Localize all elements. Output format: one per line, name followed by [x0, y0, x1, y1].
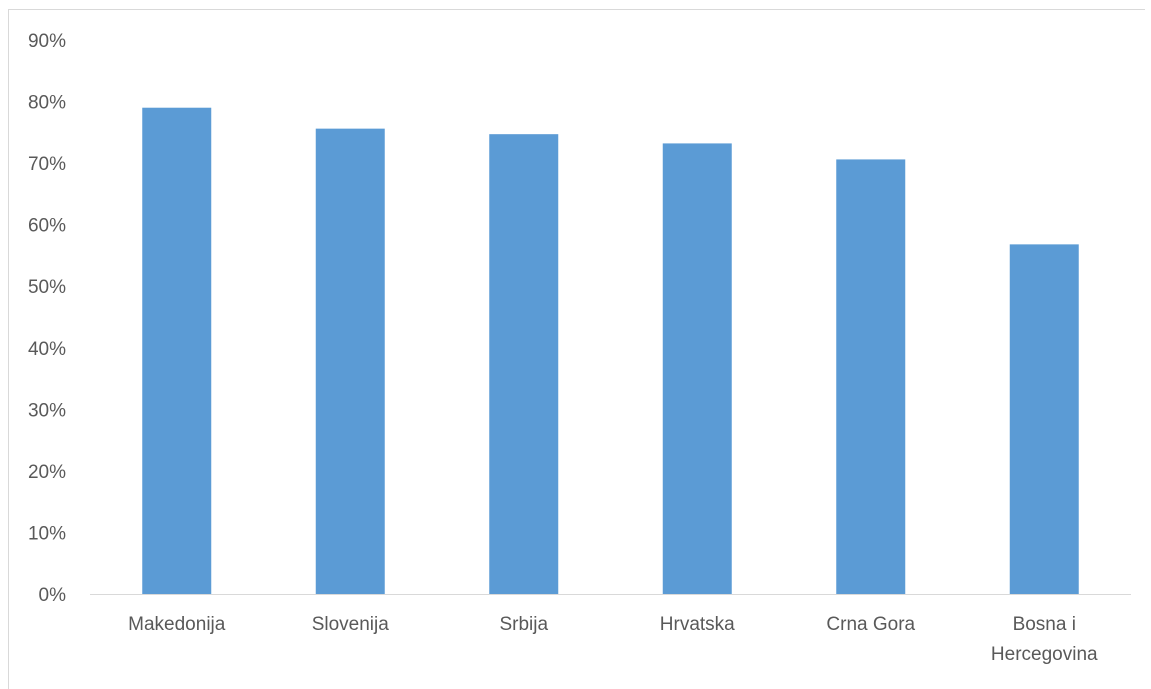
y-tick-label: 10%	[28, 523, 66, 544]
x-tick-label: Hrvatska	[660, 614, 735, 635]
x-tick-label-line: Crna Gora	[826, 614, 915, 635]
y-axis-ticks: 0% 10% 20% 30% 40% 50% 60% 70% 80% 90%	[28, 31, 66, 606]
x-tick-label-line: Makedonija	[128, 614, 226, 635]
y-tick-label: 40%	[28, 339, 66, 360]
chart-frame	[8, 9, 1145, 689]
x-tick-label-line: Hrvatska	[660, 614, 735, 635]
x-tick-label: Bosna i Hercegovina	[991, 614, 1098, 665]
y-tick-label: 70%	[28, 154, 66, 175]
x-axis-labels: Makedonija Slovenija Srbija Hrvatska Crna Go…	[128, 614, 1098, 665]
x-tick-label-line: Bosna i	[1013, 614, 1076, 635]
x-tick-label-line: Srbija	[499, 614, 548, 635]
x-tick-label: Slovenija	[312, 614, 390, 635]
bar	[1009, 244, 1079, 594]
x-tick-label: Makedonija	[128, 614, 226, 635]
bars	[142, 107, 1079, 594]
y-tick-label: 50%	[28, 277, 66, 298]
x-tick-label: Crna Gora	[826, 614, 915, 635]
y-tick-label: 90%	[28, 31, 66, 52]
x-tick-label-line: Slovenija	[312, 614, 390, 635]
y-tick-label: 80%	[28, 93, 66, 114]
y-tick-label: 60%	[28, 216, 66, 237]
x-tick-label-line: Hercegovina	[991, 644, 1098, 665]
y-tick-label: 0%	[39, 585, 67, 606]
y-tick-label: 20%	[28, 462, 66, 483]
bar	[489, 134, 559, 594]
bar	[315, 128, 385, 594]
bar	[662, 143, 732, 594]
bar	[836, 159, 906, 594]
bar	[142, 107, 212, 594]
y-tick-label: 30%	[28, 400, 66, 421]
x-tick-label: Srbija	[499, 614, 548, 635]
